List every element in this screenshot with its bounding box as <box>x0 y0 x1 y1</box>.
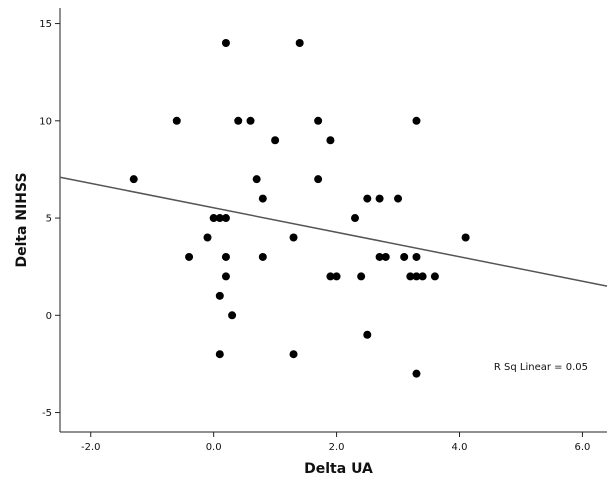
data-point <box>412 272 421 281</box>
data-point <box>203 233 212 242</box>
data-point <box>221 272 230 281</box>
data-point <box>332 272 341 281</box>
data-point <box>215 214 224 223</box>
data-point <box>375 252 384 261</box>
data-point <box>406 272 415 281</box>
x-axis-ticks: -2.0 0.0 2.0 4.0 6.0 <box>81 432 590 453</box>
y-tick-label: 10 <box>39 116 52 127</box>
data-point <box>418 272 427 281</box>
data-point <box>314 116 323 125</box>
y-axis-label: Delta NIHSS <box>14 172 30 267</box>
x-tick-label: 6.0 <box>574 442 590 453</box>
data-point <box>185 252 194 261</box>
y-tick-label: -5 <box>42 408 52 419</box>
r-squared-annotation: R Sq Linear = 0.05 <box>494 362 588 373</box>
x-tick-label: 2.0 <box>329 442 345 453</box>
data-point <box>271 136 280 145</box>
data-point <box>221 214 230 223</box>
data-point <box>221 252 230 261</box>
data-point <box>381 252 390 261</box>
fit-line <box>59 176 608 287</box>
data-point <box>246 116 255 125</box>
data-point <box>351 214 360 223</box>
data-point <box>215 350 224 359</box>
x-tick-label: 0.0 <box>206 442 222 453</box>
data-point <box>412 252 421 261</box>
y-tick-label: 5 <box>46 214 52 225</box>
plot-frame <box>59 8 607 433</box>
data-point <box>228 311 237 320</box>
data-point <box>258 252 267 261</box>
data-point <box>129 175 138 184</box>
data-point <box>400 252 409 261</box>
data-point <box>289 350 298 359</box>
data-points <box>129 39 470 378</box>
data-point <box>461 233 470 242</box>
data-point <box>363 330 372 339</box>
x-tick-label: 4.0 <box>452 442 468 453</box>
y-tick-label: 15 <box>39 19 52 30</box>
data-point <box>221 39 230 48</box>
y-axis-ticks: -5 0 5 10 15 <box>39 19 60 419</box>
x-tick-label: -2.0 <box>81 442 101 453</box>
data-point <box>252 175 261 184</box>
y-tick-label: 0 <box>46 311 52 322</box>
data-point <box>412 116 421 125</box>
data-point <box>326 136 335 145</box>
data-point <box>430 272 439 281</box>
data-point <box>295 39 304 48</box>
data-point <box>363 194 372 203</box>
data-point <box>394 194 403 203</box>
data-point <box>234 116 243 125</box>
data-point <box>357 272 366 281</box>
data-point <box>375 194 384 203</box>
data-point <box>326 272 335 281</box>
data-point <box>314 175 323 184</box>
data-point <box>172 116 181 125</box>
data-point <box>258 194 267 203</box>
data-point <box>289 233 298 242</box>
x-axis-label: Delta UA <box>304 461 373 477</box>
data-point <box>412 369 421 378</box>
data-point <box>209 214 218 223</box>
data-point <box>215 291 224 300</box>
